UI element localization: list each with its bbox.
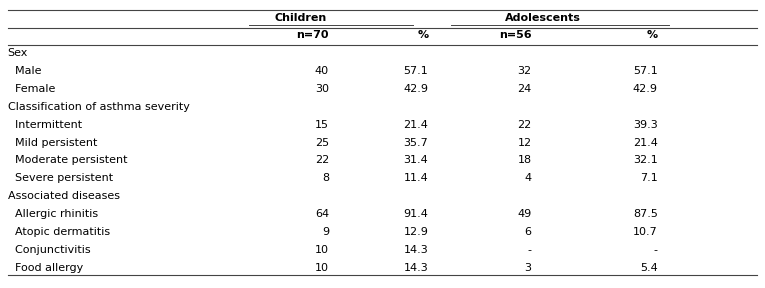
Text: 10.7: 10.7 [633, 227, 658, 237]
Text: Sex: Sex [8, 48, 28, 58]
Text: 11.4: 11.4 [404, 173, 428, 183]
Text: Intermittent: Intermittent [8, 120, 82, 130]
Text: 18: 18 [518, 156, 532, 165]
Text: 10: 10 [315, 263, 329, 272]
Text: 35.7: 35.7 [404, 138, 428, 147]
Text: 4: 4 [525, 173, 532, 183]
Text: 3: 3 [525, 263, 532, 272]
Text: Children: Children [275, 13, 327, 22]
Text: Moderate persistent: Moderate persistent [8, 156, 127, 165]
Text: 32: 32 [518, 66, 532, 76]
Text: n=70: n=70 [297, 31, 329, 40]
Text: 12.9: 12.9 [403, 227, 428, 237]
Text: Conjunctivitis: Conjunctivitis [8, 245, 90, 255]
Text: 30: 30 [315, 84, 329, 94]
Text: 22: 22 [314, 156, 329, 165]
Text: Mild persistent: Mild persistent [8, 138, 97, 147]
Text: 31.4: 31.4 [404, 156, 428, 165]
Text: Associated diseases: Associated diseases [8, 191, 119, 201]
Text: 15: 15 [315, 120, 329, 130]
Text: %: % [646, 31, 658, 40]
Text: 14.3: 14.3 [404, 245, 428, 255]
Text: 42.9: 42.9 [633, 84, 658, 94]
Text: 7.1: 7.1 [640, 173, 658, 183]
Text: Male: Male [8, 66, 41, 76]
Text: Allergic rhinitis: Allergic rhinitis [8, 209, 98, 219]
Text: %: % [417, 31, 428, 40]
Text: 40: 40 [315, 66, 329, 76]
Text: 87.5: 87.5 [633, 209, 658, 219]
Text: Adolescents: Adolescents [505, 13, 581, 22]
Text: 10: 10 [315, 245, 329, 255]
Text: 8: 8 [322, 173, 329, 183]
Text: 6: 6 [525, 227, 532, 237]
Text: Atopic dermatitis: Atopic dermatitis [8, 227, 109, 237]
Text: 21.4: 21.4 [633, 138, 658, 147]
Text: Female: Female [8, 84, 55, 94]
Text: 42.9: 42.9 [403, 84, 428, 94]
Text: 49: 49 [517, 209, 532, 219]
Text: 21.4: 21.4 [403, 120, 428, 130]
Text: Classification of asthma severity: Classification of asthma severity [8, 102, 190, 112]
Text: 91.4: 91.4 [403, 209, 428, 219]
Text: 39.3: 39.3 [633, 120, 658, 130]
Text: Severe persistent: Severe persistent [8, 173, 112, 183]
Text: 22: 22 [517, 120, 532, 130]
Text: 64: 64 [315, 209, 329, 219]
Text: 5.4: 5.4 [640, 263, 658, 272]
Text: Food allergy: Food allergy [8, 263, 83, 272]
Text: n=56: n=56 [499, 31, 532, 40]
Text: -: - [654, 245, 658, 255]
Text: -: - [528, 245, 532, 255]
Text: 24: 24 [517, 84, 532, 94]
Text: 14.3: 14.3 [404, 263, 428, 272]
Text: 12: 12 [518, 138, 532, 147]
Text: 9: 9 [322, 227, 329, 237]
Text: 57.1: 57.1 [633, 66, 658, 76]
Text: 32.1: 32.1 [633, 156, 658, 165]
Text: 25: 25 [315, 138, 329, 147]
Text: 57.1: 57.1 [404, 66, 428, 76]
